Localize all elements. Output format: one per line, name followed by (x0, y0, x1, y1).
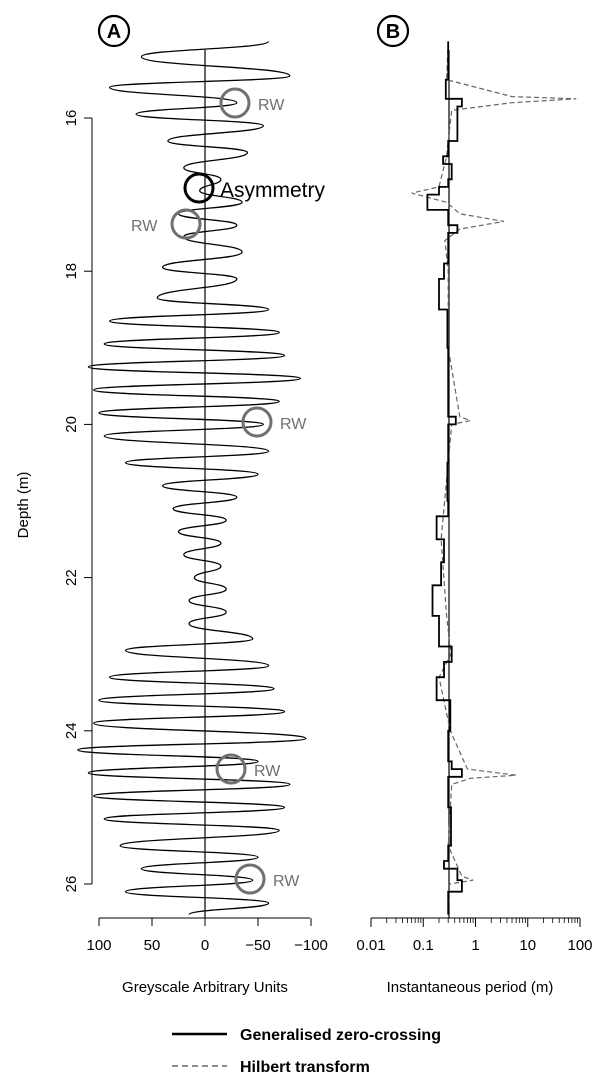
y-tick-label: 18 (63, 263, 80, 280)
rw-marker: RW (215, 753, 281, 785)
panel-b-plot (411, 41, 577, 918)
hilbert-transform-line (411, 41, 577, 915)
rw-marker: RW (241, 406, 307, 438)
legend-item-hilbert: Hilbert transform (172, 1059, 370, 1076)
panel-a-annotations: RW Asymmetry RW RW RW RW (131, 87, 326, 895)
legend-label-hilbert: Hilbert transform (240, 1059, 370, 1076)
legend-item-zero-crossing: Generalised zero-crossing (172, 1027, 441, 1044)
rw-annotation-label: RW (254, 763, 281, 780)
rw-annotation-label: RW (258, 97, 285, 114)
rw-marker: RW (219, 87, 285, 119)
zero-crossing-line (426, 41, 463, 915)
panel-a-plot (77, 40, 307, 918)
rw-marker: RW (131, 208, 202, 240)
panel-a-x-axis: 100 50 0 −50 −100 (86, 917, 328, 954)
panel-a-x-tick-label: 0 (201, 937, 209, 954)
panel-b-x-axis: 0.01 0.1 1 10 100 (356, 917, 593, 954)
panel-b-x-axis-label: Instantaneous period (m) (387, 979, 554, 996)
legend-label-zero-crossing: Generalised zero-crossing (240, 1027, 441, 1044)
panel-b-label: B (376, 14, 410, 48)
panel-b-x-tick-label: 0.1 (413, 937, 434, 954)
y-axis: 16 18 20 22 24 26 (63, 110, 93, 893)
y-tick-label: 26 (63, 876, 80, 893)
y-tick-label: 16 (63, 110, 80, 127)
panel-b-x-tick-label: 100 (567, 937, 592, 954)
panel-b-x-tick-label: 1 (471, 937, 479, 954)
panel-b-x-tick-label: 0.01 (356, 937, 385, 954)
panel-a-x-tick-label: −100 (294, 937, 328, 954)
panel-b-x-tick-label: 10 (519, 937, 536, 954)
panel-a-x-axis-label: Greyscale Arbitrary Units (122, 979, 288, 996)
panel-a-x-tick-label: −50 (245, 937, 270, 954)
y-tick-label: 22 (63, 569, 80, 586)
y-axis-label: Depth (m) (15, 472, 32, 539)
asymmetry-marker: Asymmetry (183, 172, 326, 204)
panel-b-letter: B (386, 21, 400, 43)
greyscale-signal-line (77, 40, 307, 916)
rw-annotation-label: RW (273, 873, 300, 890)
y-tick-label: 20 (63, 416, 80, 433)
rw-marker: RW (234, 863, 300, 895)
panel-a-x-tick-label: 100 (86, 937, 111, 954)
asymmetry-annotation-label: Asymmetry (220, 179, 326, 202)
y-tick-label: 24 (63, 722, 80, 739)
rw-annotation-label: RW (280, 416, 307, 433)
panel-a-label: A (97, 14, 131, 48)
legend: Generalised zero-crossing Hilbert transf… (172, 1027, 441, 1076)
panel-a-letter: A (107, 21, 121, 43)
rw-annotation-label: RW (131, 218, 158, 235)
panel-a-x-tick-label: 50 (144, 937, 161, 954)
